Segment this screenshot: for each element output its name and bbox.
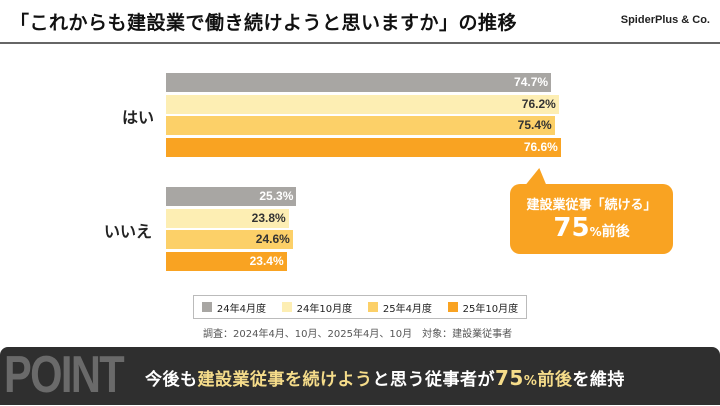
legend-item: 24年10月度 (281, 300, 352, 315)
data-label: 76.6% (523, 139, 558, 154)
category-label-no: いいえ (104, 222, 153, 241)
bar-yes-2: 75.4% (166, 116, 555, 135)
legend-item: 24年4月度 (201, 300, 266, 315)
bar-yes-0: 74.7% (166, 73, 552, 92)
bar-no-0: 25.3% (166, 187, 297, 206)
bar-yes-1: 76.2% (166, 94, 559, 114)
brand-logo: SpiderPlus & Co. (620, 14, 710, 26)
legend-swatch (367, 302, 378, 312)
bar-no-3: 23.4% (166, 251, 287, 271)
legend-item: 25年4月度 (367, 300, 432, 315)
survey-note: 調査：2024年4月、10月、2025年4月、10月 対象：建設業従事者 (203, 329, 513, 340)
legend-item: 25年10月度 (447, 300, 518, 315)
legend-swatch (281, 302, 292, 312)
data-label: 74.7% (514, 75, 549, 89)
data-label: 23.8% (251, 210, 286, 225)
callout-bubble: 建設業従事「続ける」 75%前後 (510, 184, 673, 254)
data-label: 23.4% (249, 253, 284, 268)
callout-title: 建設業従事「続ける」 (526, 198, 657, 213)
legend-swatch (447, 302, 458, 312)
category-label-yes: はい (122, 108, 155, 127)
bar-no-2: 24.6% (166, 230, 293, 249)
legend: 24年4月度 24年10月度 25年4月度 25年10月度 (193, 295, 527, 319)
point-watermark: POINT (4, 346, 125, 404)
data-label: 75.4% (517, 118, 552, 132)
legend-swatch (201, 302, 212, 312)
bar-yes-3: 76.6% (166, 137, 561, 157)
point-message: 今後も建設業従事を続けようと思う従事者が75%前後を維持 (145, 366, 625, 390)
point-banner (0, 347, 720, 405)
callout-value: 75%前後 (553, 213, 630, 243)
data-label: 24.6% (255, 232, 290, 246)
page-title: 「これからも建設業で働き続けようと思いますか」の推移 (10, 12, 518, 34)
data-label: 25.3% (259, 189, 294, 203)
bar-no-1: 23.8% (166, 208, 289, 228)
data-label: 76.2% (521, 96, 556, 111)
divider (0, 42, 720, 44)
